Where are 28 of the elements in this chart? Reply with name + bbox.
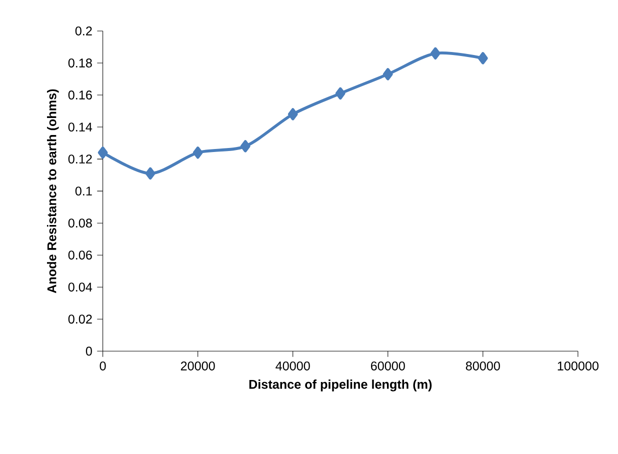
x-tick-label: 60000 (370, 362, 405, 370)
x-tick-label: 0 (100, 362, 106, 370)
point (192, 146, 203, 159)
y-tick-label: 0.2 (75, 26, 92, 36)
point (430, 47, 440, 60)
y-tick-label: 0.02 (68, 314, 92, 324)
y-tick-label: 0.08 (68, 218, 92, 228)
y-tick-label: 0.16 (68, 90, 92, 100)
point (382, 68, 393, 80)
point (335, 87, 346, 100)
y-tick-label: 0.04 (68, 282, 92, 292)
y-tick-label: 0.1 (75, 186, 92, 196)
point (98, 146, 108, 159)
point (288, 108, 298, 120)
y-tick-label: 0.14 (68, 122, 92, 132)
x-tick-label: 20000 (180, 362, 215, 370)
x-tick-label: 40000 (276, 362, 310, 370)
x-tick-label: 80000 (466, 362, 500, 370)
x-axis-title: Distance of pipeline length (m) (249, 380, 432, 392)
point (145, 167, 156, 180)
y-tick-label: 0.12 (68, 154, 92, 164)
y-tick-label: 0.18 (68, 58, 92, 68)
y-axis-title: Anode Resistance to earth (ohms) (47, 89, 59, 294)
y-tick-label: 0.06 (68, 250, 92, 260)
x-tick-label: 100000 (558, 362, 598, 370)
point (240, 140, 250, 152)
y-tick-label: 0 (86, 346, 92, 356)
point (478, 52, 488, 64)
